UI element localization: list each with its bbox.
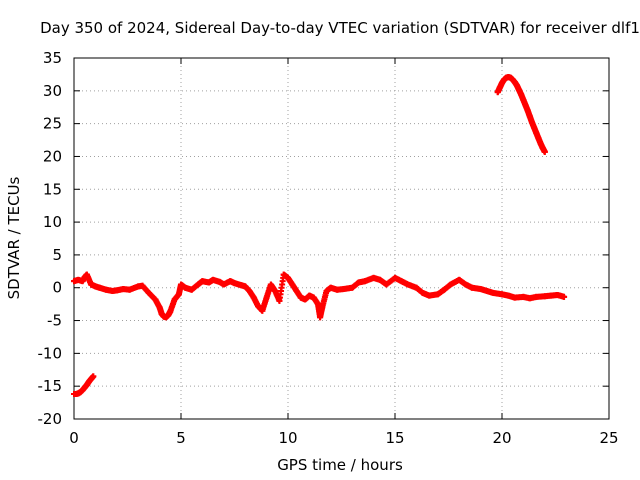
series-main-trace xyxy=(71,271,568,321)
y-tick-label: -20 xyxy=(38,410,63,428)
chart-title: Day 350 of 2024, Sidereal Day-to-day VTE… xyxy=(40,19,640,37)
y-tick-label: 10 xyxy=(43,213,62,231)
x-tick-label: 0 xyxy=(69,429,79,447)
x-tick-label: 20 xyxy=(492,429,511,447)
y-tick-label: -5 xyxy=(47,312,62,330)
y-tick-label: -15 xyxy=(38,377,63,395)
y-tick-label: 25 xyxy=(43,115,62,133)
x-tick-label: 5 xyxy=(176,429,186,447)
x-tick-label: 25 xyxy=(599,429,618,447)
y-axis-label: SDTVAR / TECUs xyxy=(5,176,23,299)
plot-border xyxy=(73,57,610,420)
y-tick-label: 0 xyxy=(52,279,62,297)
y-tick-label: 35 xyxy=(43,49,62,67)
grid-lines xyxy=(74,58,609,419)
x-tick-label: 10 xyxy=(278,429,297,447)
series-early-negative xyxy=(71,373,97,398)
x-tick-label: 15 xyxy=(385,429,404,447)
y-tick-label: 20 xyxy=(43,147,62,165)
y-tick-label: -10 xyxy=(38,344,63,362)
y-tick-label: 15 xyxy=(43,180,62,198)
series-trace-early-negative xyxy=(71,373,97,398)
data-points xyxy=(71,74,568,398)
y-tick-label: 30 xyxy=(43,82,62,100)
series-trace-main-trace xyxy=(71,271,568,321)
axis-ticks: 0 5 10 15 20 25 -20 -15 -10 -5 0 5 10 15 20 25 30 35 xyxy=(38,49,619,447)
series-trace-high-positive xyxy=(494,74,548,155)
series-high-positive xyxy=(494,74,548,155)
x-axis-label: GPS time / hours xyxy=(277,456,403,474)
y-tick-label: 5 xyxy=(52,246,62,264)
